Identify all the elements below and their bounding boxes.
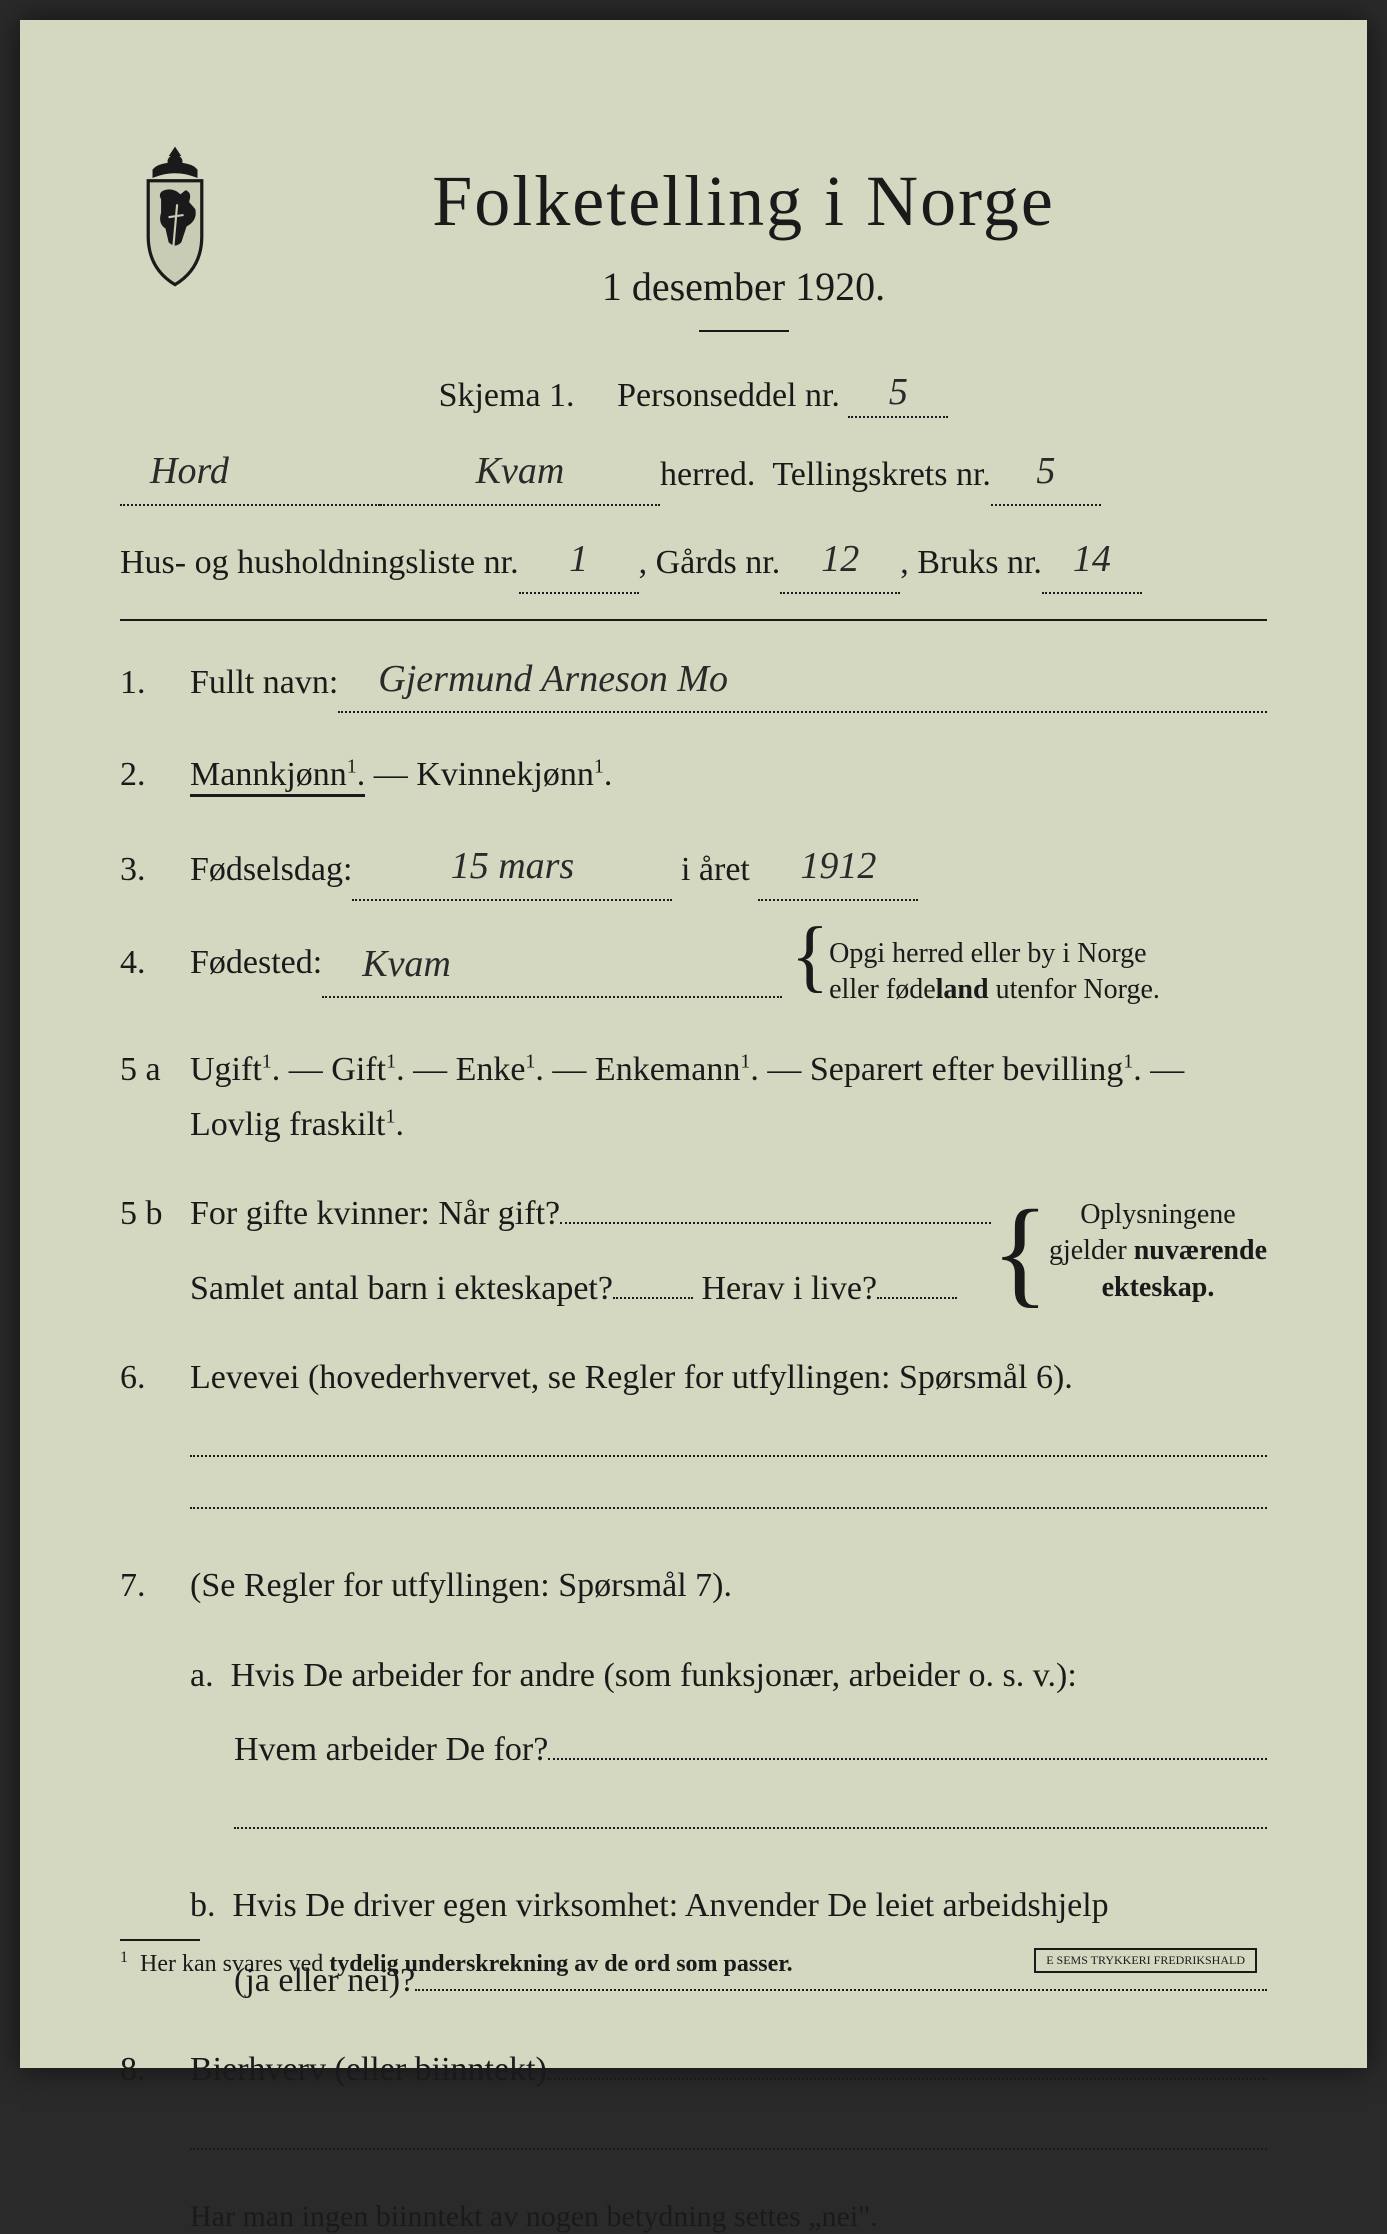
footer-note: Har man ingen biinntekt av nogen betydni… [190, 2200, 1267, 2234]
q6: 6. Levevei (hovederhvervet, se Regler fo… [120, 1351, 1267, 1405]
q3-label: Fødselsdag: [190, 843, 352, 897]
q1-value: Gjermund Arneson Mo [378, 658, 728, 700]
herred-row: Hord Kvam herred. Tellingskrets nr. 5 [120, 443, 1267, 506]
krets-label: Tellingskrets nr. [772, 448, 991, 502]
gards-label: , Gårds nr. [639, 536, 781, 590]
q5b-num: 5 b [120, 1187, 190, 1241]
q4: 4. Fødested: Kvam { Opgi herred eller by… [120, 936, 1267, 1009]
census-form-page: Folketelling i Norge 1 desember 1920. Sk… [20, 20, 1367, 2068]
brace-icon: { [991, 1222, 1049, 1282]
hushold-nr: 1 [569, 538, 588, 580]
hushold-row: Hus- og husholdningsliste nr. 1 , Gårds … [120, 531, 1267, 594]
schema-label: Skjema 1. [439, 377, 575, 414]
main-title: Folketelling i Norge [220, 160, 1267, 243]
printer-mark: E SEMS TRYKKERI FREDRIKSHALD [1034, 1948, 1257, 1973]
q3-num: 3. [120, 843, 190, 897]
q7a: a. Hvis De arbeider for andre (som funks… [190, 1649, 1267, 1778]
q4-num: 4. [120, 936, 190, 990]
census-date: 1 desember 1920. [220, 263, 1267, 310]
q7: 7. (Se Regler for utfyllingen: Spørsmål … [120, 1559, 1267, 1613]
q5a-num: 5 a [120, 1043, 190, 1097]
herred-value: Kvam [476, 450, 565, 492]
q4-label: Fødested: [190, 936, 322, 990]
divider [699, 330, 789, 332]
answer-line [234, 1827, 1267, 1829]
q4-value: Kvam [362, 943, 451, 985]
q8-text: Bierhverv (eller biinntekt) [190, 2043, 547, 2097]
q3-day: 15 mars [451, 845, 575, 887]
q5b-line1: For gifte kvinner: Når gift? [190, 1187, 560, 1241]
q2-kvinne: Kvinnekjønn1. [416, 756, 612, 793]
q3-year: 1912 [800, 845, 876, 887]
person-label: Personseddel nr. [617, 377, 840, 414]
q1: 1. Fullt navn: Gjermund Arneson Mo [120, 651, 1267, 714]
q7a-line1: Hvis De arbeider for andre (som funksjon… [231, 1657, 1077, 1694]
brace-icon: { [791, 936, 829, 976]
header: Folketelling i Norge 1 desember 1920. [120, 160, 1267, 362]
gards-nr: 12 [821, 538, 859, 580]
q2-mann: Mannkjønn1. [190, 756, 365, 797]
bruks-label: , Bruks nr. [900, 536, 1042, 590]
q5b-line2b: Herav i live? [701, 1262, 877, 1316]
q8-num: 8. [120, 2043, 190, 2097]
separator [120, 619, 1267, 621]
q1-num: 1. [120, 656, 190, 710]
q8: 8. Bierhverv (eller biinntekt) [120, 2043, 1267, 2097]
q6-num: 6. [120, 1351, 190, 1405]
q2: 2. Mannkjønn1. — Kvinnekjønn1. [120, 748, 1267, 802]
schema-line: Skjema 1. Personseddel nr. 5 [120, 372, 1267, 418]
q5b-note: Oplysningene gjelder nuværende ekteskap. [1049, 1197, 1267, 1306]
q5a: 5 a Ugift1. — Gift1. — Enke1. — Enkemann… [120, 1043, 1267, 1152]
q5b-line2a: Samlet antal barn i ekteskapet? [190, 1262, 613, 1316]
county-value: Hord [150, 450, 229, 492]
answer-line [190, 2148, 1267, 2150]
q5b: 5 b For gifte kvinner: Når gift? Samlet … [120, 1187, 1267, 1316]
answer-line [190, 1507, 1267, 1509]
q7a-line2: Hvem arbeider De for? [234, 1723, 548, 1777]
herred-label: herred. [660, 448, 755, 502]
title-block: Folketelling i Norge 1 desember 1920. [220, 160, 1267, 362]
q3-year-label: i året [681, 843, 750, 897]
answer-line [190, 1455, 1267, 1457]
q2-num: 2. [120, 748, 190, 802]
bruks-nr: 14 [1073, 538, 1111, 580]
q6-text: Levevei (hovederhvervet, se Regler for u… [190, 1359, 1073, 1396]
q7b-line1: Hvis De driver egen virksomhet: Anvender… [233, 1887, 1109, 1924]
krets-nr-value: 5 [1036, 450, 1055, 492]
q7-num: 7. [120, 1559, 190, 1613]
q7-intro: (Se Regler for utfyllingen: Spørsmål 7). [190, 1567, 732, 1604]
coat-of-arms-icon [120, 140, 230, 290]
q1-label: Fullt navn: [190, 656, 338, 710]
q3: 3. Fødselsdag: 15 mars i året 1912 [120, 838, 1267, 901]
person-nr-value: 5 [889, 371, 908, 413]
hushold-label: Hus- og husholdningsliste nr. [120, 536, 519, 590]
q4-note: Opgi herred eller by i Norge eller fødel… [829, 936, 1160, 1009]
